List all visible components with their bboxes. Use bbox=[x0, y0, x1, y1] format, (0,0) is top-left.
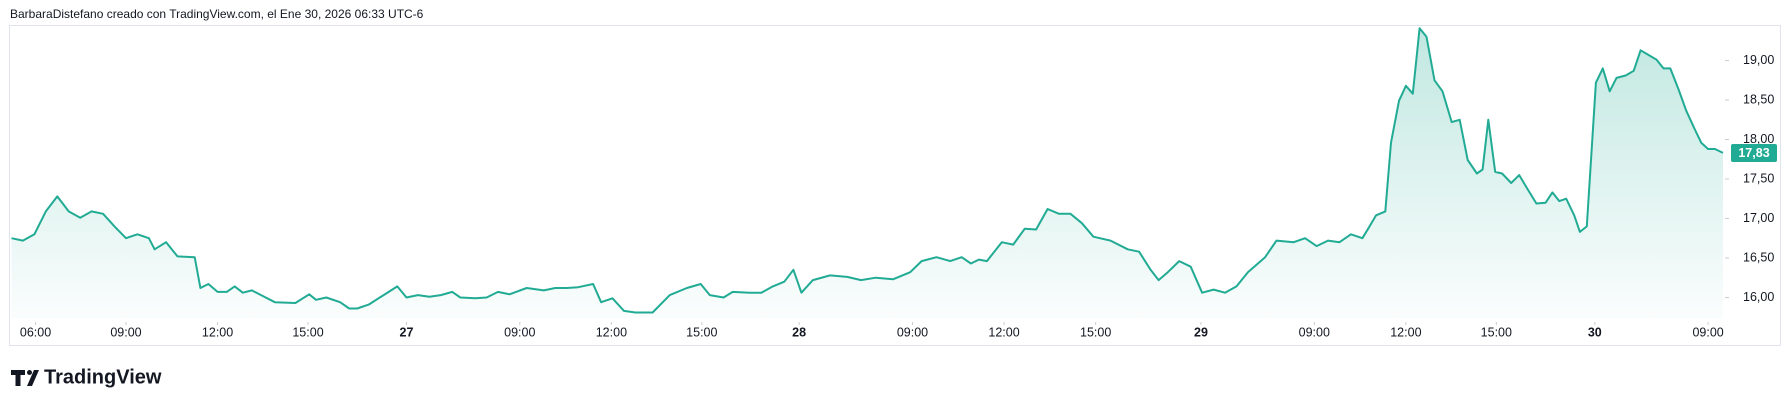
x-tick-label: 15:00 bbox=[292, 325, 323, 339]
x-tick-label: 12:00 bbox=[596, 325, 627, 339]
x-tick-label: 06:00 bbox=[20, 325, 51, 339]
x-tick-label: 09:00 bbox=[504, 325, 535, 339]
x-tick-label: 15:00 bbox=[1080, 325, 1111, 339]
logo-icon bbox=[11, 370, 39, 386]
x-tick-label: 15:00 bbox=[686, 325, 717, 339]
x-tick-label: 09:00 bbox=[1692, 325, 1723, 339]
brand-name: TradingView bbox=[44, 366, 162, 388]
x-tick-label: 28 bbox=[792, 325, 806, 339]
last-price-badge bbox=[1731, 143, 1777, 162]
last-price-label: 17,83 bbox=[1738, 146, 1769, 160]
x-tick-label: 15:00 bbox=[1481, 325, 1512, 339]
y-tick-label: 18,00 bbox=[1743, 132, 1774, 146]
x-tick-label: 27 bbox=[400, 325, 414, 339]
y-tick-label: 17,50 bbox=[1743, 171, 1774, 185]
area-fill bbox=[11, 28, 1723, 318]
price-line bbox=[11, 27, 1724, 314]
x-tick-label: 12:00 bbox=[202, 325, 233, 339]
x-tick-label: 12:00 bbox=[1390, 325, 1421, 339]
plot: 16,00 16,50 17,00 17,50 18,00 18,50 19,00 06:00… bbox=[11, 27, 1777, 339]
header: BarbaraDistefano creado con TradingView.… bbox=[10, 7, 424, 21]
y-tick-label: 16,00 bbox=[1743, 290, 1774, 304]
x-tick-label: 12:00 bbox=[988, 325, 1019, 339]
brand-logo bbox=[11, 370, 39, 386]
y-tick-label: 17,00 bbox=[1743, 211, 1774, 225]
x-tick-label: 30 bbox=[1588, 325, 1602, 339]
chart-frame bbox=[9, 25, 1781, 346]
x-tick-label: 09:00 bbox=[110, 325, 141, 339]
y-tick-label: 18,50 bbox=[1743, 92, 1774, 106]
x-tick-label: 09:00 bbox=[897, 325, 928, 339]
y-tick-label: 16,50 bbox=[1743, 250, 1774, 264]
x-tick-label: 29 bbox=[1194, 325, 1208, 339]
logo-dot bbox=[27, 370, 32, 375]
x-tick-label: 09:00 bbox=[1299, 325, 1330, 339]
y-tick-label: 19,00 bbox=[1743, 53, 1774, 67]
